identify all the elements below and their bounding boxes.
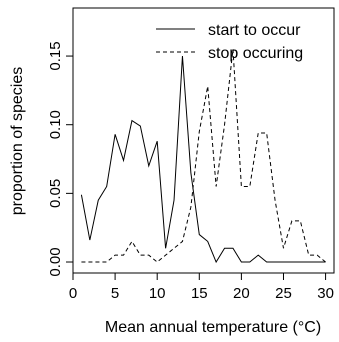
x-tick-label: 30 (317, 285, 334, 302)
y-tick-label: 0.05 (47, 179, 64, 208)
y-axis-title: proportion of species (9, 67, 26, 216)
x-tick-label: 20 (233, 285, 250, 302)
legend-label-stop: stop occuring (208, 45, 303, 62)
x-tick-label: 15 (191, 285, 208, 302)
x-axis-title: Mean annual temperature (°C) (105, 319, 321, 336)
x-tick-label: 0 (69, 285, 77, 302)
y-axis: 0.00 0.05 0.10 0.15 (47, 41, 74, 277)
series-line-start-to-occur (80, 56, 326, 264)
series-line-stop-occuring (81, 49, 326, 263)
y-tick-label: 0.15 (47, 41, 64, 70)
legend-label-start: start to occur (208, 22, 301, 39)
x-tick-label: 5 (111, 285, 119, 302)
series-layer (80, 49, 326, 264)
y-tick-label: 0.00 (47, 247, 64, 276)
x-tick-label: 10 (149, 285, 166, 302)
y-tick-label: 0.10 (47, 110, 64, 139)
x-axis: 0 5 10 15 20 25 30 (69, 272, 334, 302)
legend: start to occur stop occuring (156, 22, 303, 62)
x-tick-label: 25 (275, 285, 292, 302)
